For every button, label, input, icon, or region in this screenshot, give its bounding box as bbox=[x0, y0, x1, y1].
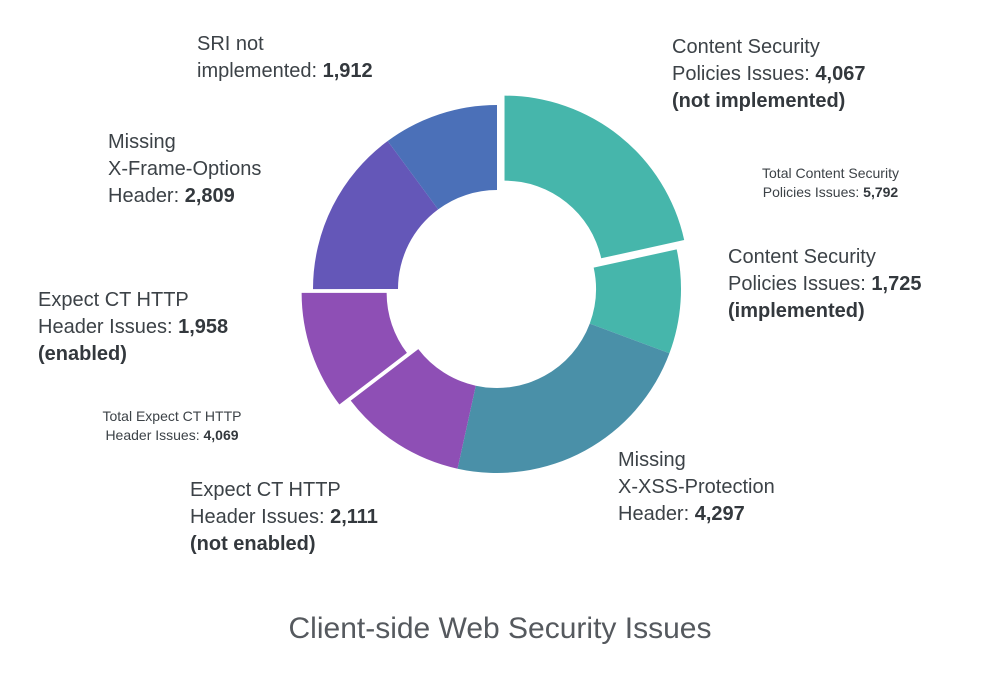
label-qualifier: (implemented) bbox=[728, 300, 865, 322]
donut-segment-6 bbox=[312, 141, 439, 290]
label-value: 2,111 bbox=[330, 506, 378, 528]
label-line: Expect CT HTTP bbox=[38, 287, 228, 314]
label-line: Missing bbox=[618, 447, 775, 474]
label-line: Content Security bbox=[728, 244, 921, 271]
label-csp-implemented: Content Security Policies Issues: 1,725 … bbox=[728, 244, 921, 325]
label-line: Total Content Security bbox=[738, 164, 923, 183]
label-csp-not-implemented: Content Security Policies Issues: 4,067 … bbox=[672, 34, 865, 115]
donut-segment-3 bbox=[457, 323, 670, 474]
donut-segment-4 bbox=[350, 349, 476, 469]
label-line: Header Issues: 2,111 bbox=[190, 504, 378, 531]
label-text: Content Security bbox=[672, 36, 820, 58]
donut-segment-7 bbox=[387, 105, 497, 210]
label-xframe: Missing X-Frame-Options Header: 2,809 bbox=[108, 129, 261, 210]
label-line: X-Frame-Options bbox=[108, 156, 261, 183]
label-text: implemented: bbox=[197, 60, 323, 82]
label-value: 5,792 bbox=[863, 184, 899, 200]
label-text: Expect CT HTTP bbox=[190, 479, 341, 501]
label-text: Header: bbox=[618, 503, 695, 525]
label-csp-total: Total Content Security Policies Issues: … bbox=[738, 164, 923, 202]
label-expect-enabled: Expect CT HTTP Header Issues: 1,958 (ena… bbox=[38, 287, 228, 368]
label-text: Header Issues: bbox=[105, 427, 204, 443]
donut-segment-2 bbox=[589, 249, 682, 354]
label-text: Policies Issues: bbox=[762, 184, 864, 200]
label-line: Policies Issues: 5,792 bbox=[738, 183, 923, 202]
label-value: 4,069 bbox=[203, 427, 239, 443]
label-line: Header: 4,297 bbox=[618, 501, 775, 528]
label-line: Content Security bbox=[672, 34, 865, 61]
label-text: X-XSS-Protection bbox=[618, 476, 775, 498]
label-text: Header: bbox=[108, 185, 185, 207]
label-text: X-Frame-Options bbox=[108, 158, 262, 180]
label-line: Policies Issues: 1,725 bbox=[728, 271, 921, 298]
label-expect-total: Total Expect CT HTTP Header Issues: 4,06… bbox=[72, 407, 272, 445]
label-text: Missing bbox=[618, 449, 686, 471]
label-line: Header: 2,809 bbox=[108, 183, 261, 210]
label-text: Policies Issues: bbox=[672, 63, 816, 85]
label-value: 1,958 bbox=[178, 316, 229, 338]
label-expect-not-enabled: Expect CT HTTP Header Issues: 2,111 (not… bbox=[190, 477, 378, 558]
label-qualifier: (not enabled) bbox=[190, 533, 316, 555]
label-text: Content Security bbox=[728, 246, 876, 268]
label-text: Total Content Security bbox=[762, 165, 899, 181]
label-line: Total Expect CT HTTP bbox=[72, 407, 272, 426]
label-qualifier: (enabled) bbox=[38, 343, 127, 365]
label-line: Missing bbox=[108, 129, 261, 156]
donut-segment-5 bbox=[301, 292, 407, 405]
label-text: SRI not bbox=[197, 33, 264, 55]
label-sri: SRI not implemented: 1,912 bbox=[197, 31, 373, 85]
label-text: Header Issues: bbox=[38, 316, 179, 338]
label-line: SRI not bbox=[197, 31, 373, 58]
label-line: Policies Issues: 4,067 bbox=[672, 61, 865, 88]
label-text: Total Expect CT HTTP bbox=[102, 408, 242, 424]
label-text: Header Issues: bbox=[190, 506, 331, 528]
label-text: Expect CT HTTP bbox=[38, 289, 189, 311]
chart-title: Client-side Web Security Issues bbox=[288, 612, 712, 645]
label-value: 4,297 bbox=[694, 503, 745, 525]
label-value: 4,067 bbox=[815, 63, 866, 85]
label-value: 1,725 bbox=[871, 273, 922, 295]
donut-segment-1 bbox=[504, 95, 685, 259]
label-value: 2,809 bbox=[184, 185, 235, 207]
label-line: implemented: 1,912 bbox=[197, 58, 373, 85]
label-text: Policies Issues: bbox=[728, 273, 872, 295]
label-text: Missing bbox=[108, 131, 176, 153]
label-value: 1,912 bbox=[322, 60, 373, 82]
label-qualifier: (not implemented) bbox=[672, 90, 846, 112]
label-line: Header Issues: 1,958 bbox=[38, 314, 228, 341]
label-line: Header Issues: 4,069 bbox=[72, 426, 272, 445]
label-line: X-XSS-Protection bbox=[618, 474, 775, 501]
label-line: Expect CT HTTP bbox=[190, 477, 378, 504]
label-xss: Missing X-XSS-Protection Header: 4,297 bbox=[618, 447, 775, 528]
